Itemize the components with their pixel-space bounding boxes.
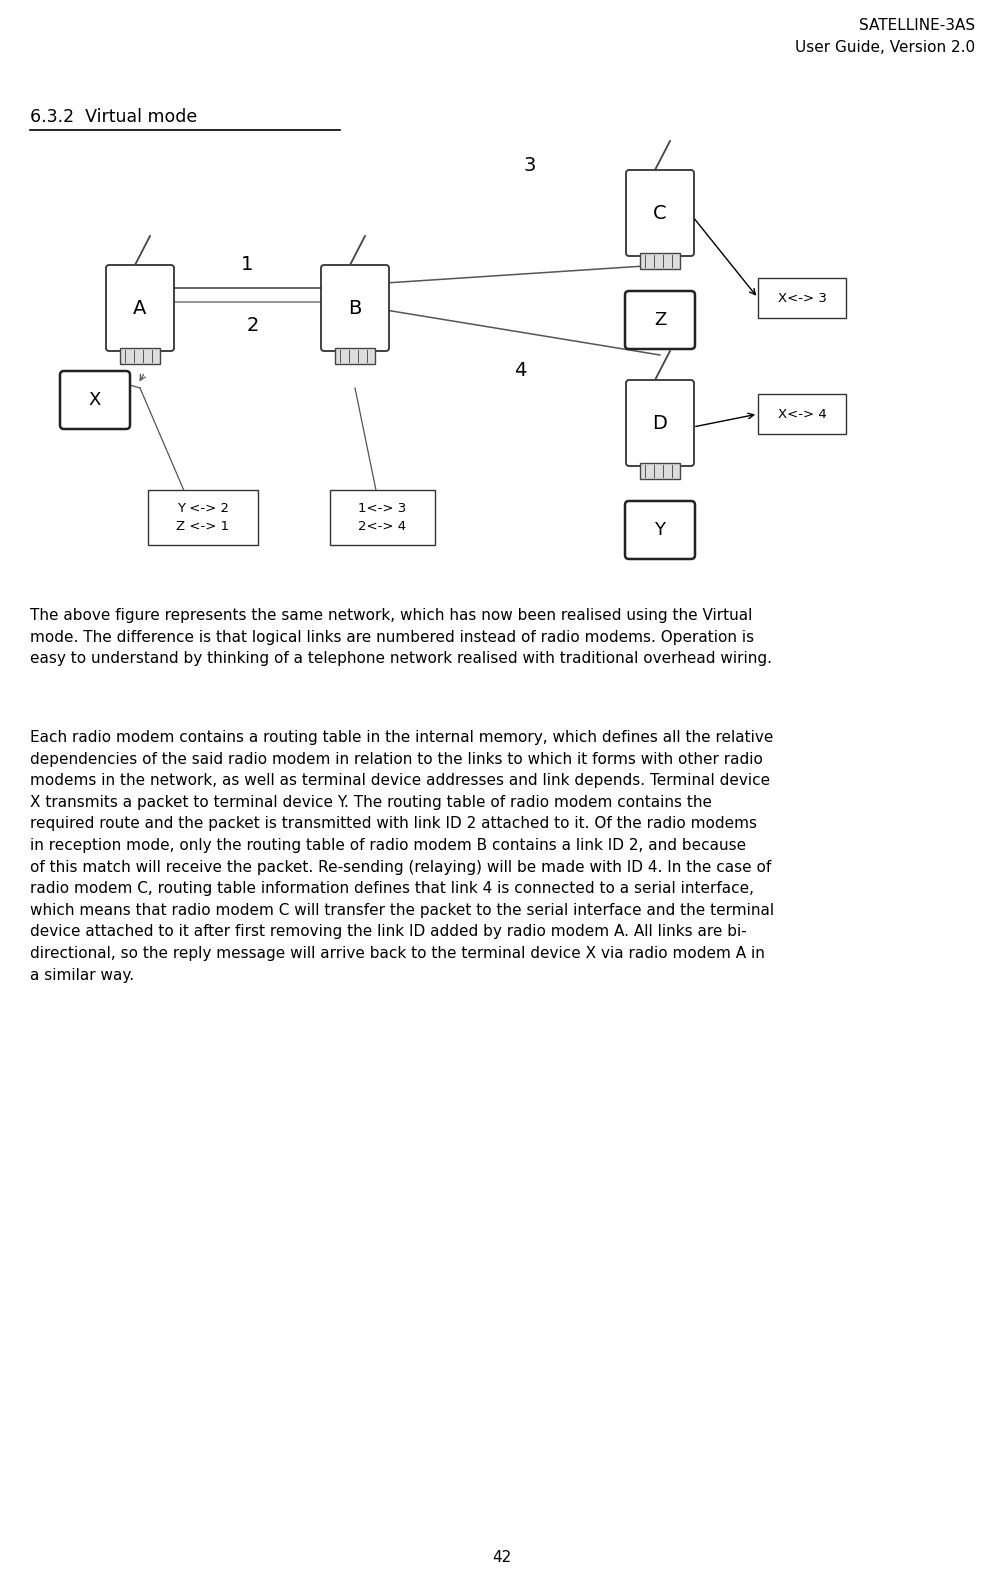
Text: 1<-> 3
2<-> 4: 1<-> 3 2<-> 4 [358,502,406,532]
Bar [639,462,679,480]
FancyBboxPatch shape [626,379,693,465]
Text: The above figure represents the same network, which has now been realised using : The above figure represents the same net… [30,607,771,666]
Text: 6.3.2  Virtual mode: 6.3.2 Virtual mode [30,108,197,126]
Text: 3: 3 [524,156,536,175]
Bar [147,489,258,545]
Text: D: D [652,413,667,432]
FancyBboxPatch shape [321,265,388,351]
Bar [757,394,846,434]
FancyBboxPatch shape [625,292,694,349]
Text: A: A [133,298,146,317]
Bar [639,253,679,269]
Text: Y <-> 2
Z <-> 1: Y <-> 2 Z <-> 1 [177,502,230,532]
Text: 1: 1 [241,255,253,274]
Bar [120,347,159,363]
Text: Each radio modem contains a routing table in the internal memory, which defines : Each radio modem contains a routing tabl… [30,730,773,982]
Bar [335,347,375,363]
Bar [330,489,434,545]
FancyBboxPatch shape [625,501,694,559]
Text: Y: Y [654,521,665,539]
Bar [757,277,846,317]
Text: 2: 2 [247,316,259,335]
Text: 42: 42 [491,1549,512,1565]
Text: B: B [348,298,361,317]
FancyBboxPatch shape [60,371,129,429]
Text: Z: Z [653,311,665,328]
Text: User Guide, Version 2.0: User Guide, Version 2.0 [794,40,974,56]
Text: X: X [88,391,101,410]
Text: X<-> 4: X<-> 4 [777,408,825,421]
Text: X<-> 3: X<-> 3 [776,292,825,304]
Text: SATELLINE-3AS: SATELLINE-3AS [858,18,974,33]
Text: C: C [653,204,666,223]
Text: 4: 4 [514,360,526,379]
FancyBboxPatch shape [106,265,174,351]
FancyBboxPatch shape [626,171,693,257]
